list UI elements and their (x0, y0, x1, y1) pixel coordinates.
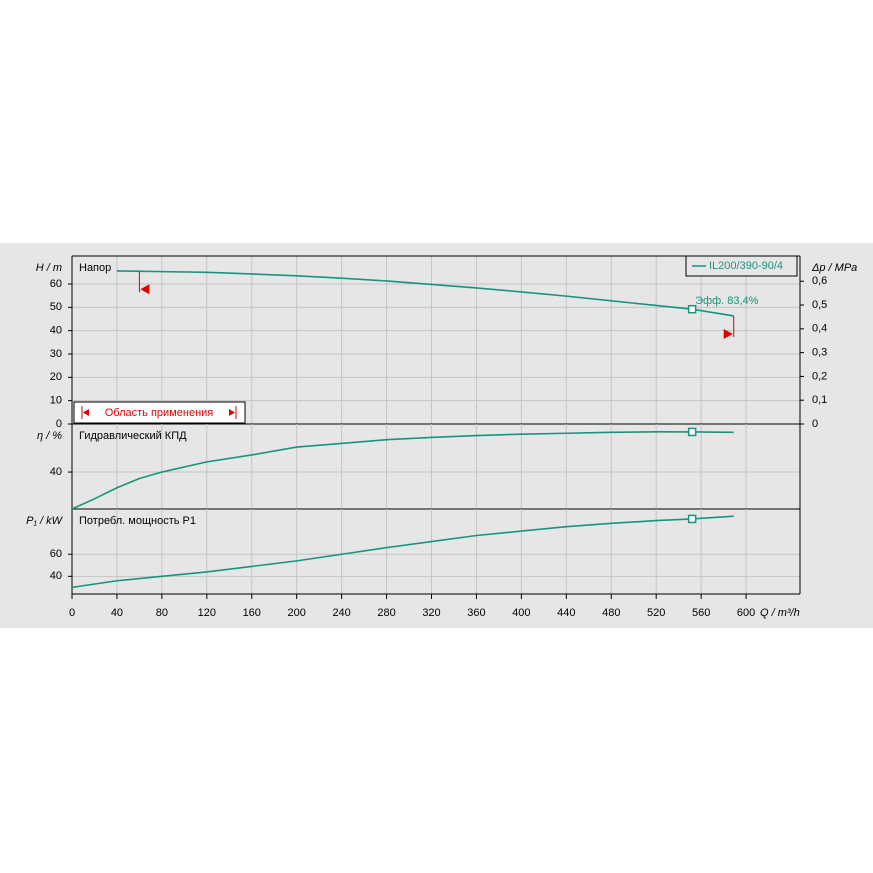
x-tick-label: 480 (602, 607, 620, 619)
legend-box (685, 255, 798, 277)
range-arrow (723, 328, 733, 339)
y-tick-label: 40 (50, 325, 62, 337)
x-tick-label: 600 (737, 607, 755, 619)
curve (71, 431, 734, 510)
y-axis-label: η / % (37, 430, 62, 442)
x-tick-label: 320 (422, 607, 440, 619)
x-tick-label: 0 (69, 607, 75, 619)
y-tick-label: 40 (50, 570, 62, 582)
range-box-arrow (83, 409, 89, 416)
x-tick-label: 280 (377, 607, 395, 619)
y2-tick-label: 0,5 (812, 299, 827, 311)
y2-tick-label: 0,1 (812, 394, 827, 406)
operating-point (687, 427, 697, 437)
x-tick-label: 120 (198, 607, 216, 619)
x-tick-label: 80 (156, 607, 168, 619)
x-tick-label: 360 (467, 607, 485, 619)
y2-tick-label: 0,4 (812, 323, 827, 335)
y-tick-label: 10 (50, 395, 62, 407)
x-tick-label: 240 (332, 607, 350, 619)
operating-point (687, 304, 697, 314)
operating-point (687, 514, 697, 524)
panel-title: Напор (79, 262, 111, 274)
legend-label: IL200/390-90/4 (709, 260, 783, 272)
y-tick-label: 20 (50, 371, 62, 383)
curve (116, 270, 734, 317)
y-tick-label: 30 (50, 348, 62, 360)
x-tick-label: 200 (288, 607, 306, 619)
y-tick-label: 60 (50, 278, 62, 290)
y-tick-label: 0 (56, 418, 62, 430)
x-axis-label: Q / m³/h (760, 607, 800, 619)
x-tick-label: 160 (243, 607, 261, 619)
range-box-arrow (229, 409, 235, 416)
panel-title: Потребл. мощность P1 (79, 515, 196, 527)
y-tick-label: 40 (50, 466, 62, 478)
y2-tick-label: 0 (812, 418, 818, 430)
range-box (73, 401, 246, 424)
y-tick-label: 50 (50, 301, 62, 313)
x-tick-label: 400 (512, 607, 530, 619)
range-arrow (140, 284, 150, 295)
y2-axis-label: Δp / MPa (811, 262, 857, 274)
curve (71, 515, 734, 589)
y2-tick-label: 0,3 (812, 347, 827, 359)
y2-tick-label: 0,2 (812, 370, 827, 382)
panel-title: Гидравлический КПД (79, 430, 187, 442)
y-axis-label: P₁ / kW (26, 515, 63, 527)
range-label: Область применения (105, 407, 214, 419)
x-tick-label: 440 (557, 607, 575, 619)
y-tick-label: 60 (50, 548, 62, 560)
annotation: Эфф. 83,4% (695, 295, 759, 307)
x-tick-label: 40 (111, 607, 123, 619)
x-tick-label: 520 (647, 607, 665, 619)
y-axis-label: H / m (36, 262, 62, 274)
x-tick-label: 560 (692, 607, 710, 619)
y2-tick-label: 0,6 (812, 275, 827, 287)
